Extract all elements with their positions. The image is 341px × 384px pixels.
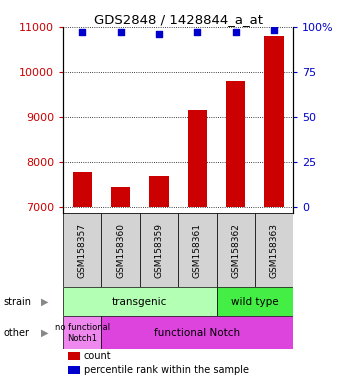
Bar [255, 213, 293, 287]
Text: no functional
Notch1: no functional Notch1 [55, 323, 110, 343]
Bar [63, 287, 217, 316]
Text: GSM158359: GSM158359 [154, 223, 163, 278]
Text: wild type: wild type [231, 297, 279, 307]
Text: GSM158360: GSM158360 [116, 223, 125, 278]
Text: ▶: ▶ [41, 297, 48, 307]
Bar [217, 213, 255, 287]
Point [156, 31, 162, 37]
Point [195, 29, 200, 35]
Bar [178, 213, 217, 287]
Bar [188, 110, 207, 207]
Bar [149, 177, 168, 207]
Text: percentile rank within the sample: percentile rank within the sample [84, 364, 249, 375]
Bar [63, 316, 102, 349]
Bar [217, 287, 293, 316]
Text: GSM158363: GSM158363 [270, 223, 279, 278]
Point [233, 29, 238, 35]
Text: other: other [3, 328, 29, 338]
Bar [102, 213, 140, 287]
Bar [265, 36, 284, 207]
Point [118, 29, 123, 35]
Text: count: count [84, 351, 112, 361]
Bar [140, 213, 178, 287]
Bar [111, 187, 130, 207]
Bar [63, 213, 102, 287]
Bar [68, 366, 80, 374]
Point [271, 27, 277, 33]
Bar [73, 172, 92, 207]
Text: transgenic: transgenic [112, 297, 167, 307]
Point [79, 29, 85, 35]
Bar [68, 352, 80, 360]
Text: ▶: ▶ [41, 328, 48, 338]
Title: GDS2848 / 1428844_a_at: GDS2848 / 1428844_a_at [94, 13, 263, 26]
Text: GSM158357: GSM158357 [78, 223, 87, 278]
Bar [226, 81, 245, 207]
Bar [102, 316, 293, 349]
Text: strain: strain [3, 297, 31, 307]
Text: GSM158361: GSM158361 [193, 223, 202, 278]
Text: functional Notch: functional Notch [154, 328, 240, 338]
Text: GSM158362: GSM158362 [231, 223, 240, 278]
